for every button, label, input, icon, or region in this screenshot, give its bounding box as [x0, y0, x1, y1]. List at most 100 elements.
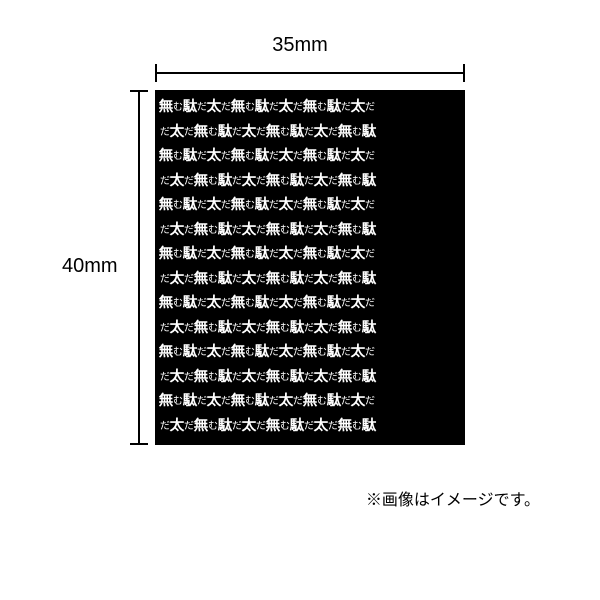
stamp-char: 駄: [218, 126, 232, 140]
stamp-char: だ: [328, 373, 337, 383]
stamp-char: む: [245, 250, 254, 260]
stamp-char: だ: [232, 422, 241, 432]
stamp-char: 太: [242, 371, 256, 385]
stamp-char: 太: [279, 395, 293, 409]
stamp-char: 太: [279, 346, 293, 360]
stamp-row: だ太だ無む駄だ太だ無む駄だ太だ無む駄: [159, 317, 461, 342]
stamp-char: 無: [231, 395, 245, 409]
width-tick-right: [463, 64, 465, 82]
stamp-char: 無: [266, 126, 280, 140]
stamp-row: 無む駄だ太だ無む駄だ太だ無む駄だ太だ: [159, 145, 461, 170]
stamp-char: だ: [328, 275, 337, 285]
stamp-char: 無: [194, 175, 208, 189]
stamp-char: む: [280, 373, 289, 383]
stamp-char: だ: [160, 226, 169, 236]
stamp-char: 太: [170, 273, 184, 287]
stamp-char: 駄: [327, 101, 341, 115]
stamp-char: だ: [232, 373, 241, 383]
stamp-char: む: [173, 250, 182, 260]
stamp-char: だ: [269, 250, 278, 260]
width-ruler: [155, 64, 465, 82]
stamp-char: だ: [232, 226, 241, 236]
stamp-char: だ: [184, 422, 193, 432]
stamp-char: だ: [221, 250, 230, 260]
stamp-row: だ太だ無む駄だ太だ無む駄だ太だ無む駄: [159, 268, 461, 293]
stamp-char: む: [317, 152, 326, 162]
stamp-char: だ: [341, 201, 350, 211]
stamp-char: 太: [279, 199, 293, 213]
stamp-char: だ: [304, 275, 313, 285]
stamp-char: だ: [269, 103, 278, 113]
stamp-char: 駄: [290, 175, 304, 189]
stamp-char: 無: [338, 322, 352, 336]
height-ruler: [130, 90, 148, 445]
stamp-char: だ: [304, 422, 313, 432]
stamp-char: 駄: [290, 371, 304, 385]
stamp-char: 無: [231, 346, 245, 360]
stamp-char: だ: [328, 128, 337, 138]
stamp-char: だ: [197, 397, 206, 407]
stamp-char: む: [280, 422, 289, 432]
stamp-char: 無: [231, 150, 245, 164]
stamp-char: む: [245, 348, 254, 358]
stamp-char: 無: [231, 101, 245, 115]
height-ruler-line: [138, 90, 140, 445]
stamp-char: む: [352, 373, 361, 383]
stamp-char: 駄: [218, 322, 232, 336]
stamp-char: 駄: [362, 224, 376, 238]
stamp-char: 太: [351, 101, 365, 115]
stamp-char: だ: [256, 373, 265, 383]
stamp-char: 無: [303, 101, 317, 115]
stamp-row: だ太だ無む駄だ太だ無む駄だ太だ無む駄: [159, 121, 461, 146]
stamp-pattern-block: 無む駄だ太だ無む駄だ太だ無む駄だ太だだ太だ無む駄だ太だ無む駄だ太だ無む駄無む駄だ…: [155, 90, 465, 445]
stamp-char: 駄: [183, 199, 197, 213]
stamp-char: む: [208, 275, 217, 285]
stamp-char: だ: [304, 373, 313, 383]
stamp-char: だ: [197, 250, 206, 260]
stamp-char: だ: [293, 397, 302, 407]
stamp-char: だ: [365, 201, 374, 211]
stamp-char: 無: [194, 126, 208, 140]
stamp-char: 駄: [290, 322, 304, 336]
stamp-char: 無: [303, 150, 317, 164]
stamp-char: む: [245, 103, 254, 113]
stamp-char: だ: [160, 324, 169, 334]
stamp-char: だ: [184, 177, 193, 187]
stamp-char: 駄: [362, 420, 376, 434]
stamp-char: 駄: [255, 150, 269, 164]
stamp-char: 無: [159, 199, 172, 213]
stamp-char: 駄: [255, 248, 269, 262]
stamp-char: む: [352, 226, 361, 236]
stamp-char: 太: [351, 346, 365, 360]
stamp-char: 駄: [218, 224, 232, 238]
stamp-char: だ: [269, 152, 278, 162]
stamp-char: 太: [314, 273, 328, 287]
stamp-char: だ: [341, 250, 350, 260]
height-dimension-label: 40mm: [62, 255, 118, 278]
stamp-char: だ: [197, 152, 206, 162]
stamp-char: 無: [194, 273, 208, 287]
stamp-char: だ: [341, 348, 350, 358]
stamp-char: 無: [266, 273, 280, 287]
stamp-char: 太: [279, 101, 293, 115]
stamp-row: 無む駄だ太だ無む駄だ太だ無む駄だ太だ: [159, 243, 461, 268]
stamp-char: 無: [266, 371, 280, 385]
stamp-char: む: [208, 177, 217, 187]
stamp-char: 無: [194, 420, 208, 434]
stamp-row: 無む駄だ太だ無む駄だ太だ無む駄だ太だ: [159, 96, 461, 121]
stamp-char: だ: [256, 128, 265, 138]
stamp-char: だ: [293, 201, 302, 211]
stamp-char: む: [280, 275, 289, 285]
stamp-char: 太: [170, 126, 184, 140]
stamp-char: 無: [338, 420, 352, 434]
stamp-char: 駄: [327, 199, 341, 213]
stamp-char: 無: [231, 297, 245, 311]
stamp-char: だ: [293, 152, 302, 162]
stamp-char: だ: [328, 226, 337, 236]
stamp-char: 太: [351, 248, 365, 262]
stamp-char: 太: [314, 126, 328, 140]
stamp-char: む: [208, 422, 217, 432]
stamp-char: 太: [207, 248, 221, 262]
stamp-char: 太: [314, 224, 328, 238]
stamp-char: だ: [293, 250, 302, 260]
